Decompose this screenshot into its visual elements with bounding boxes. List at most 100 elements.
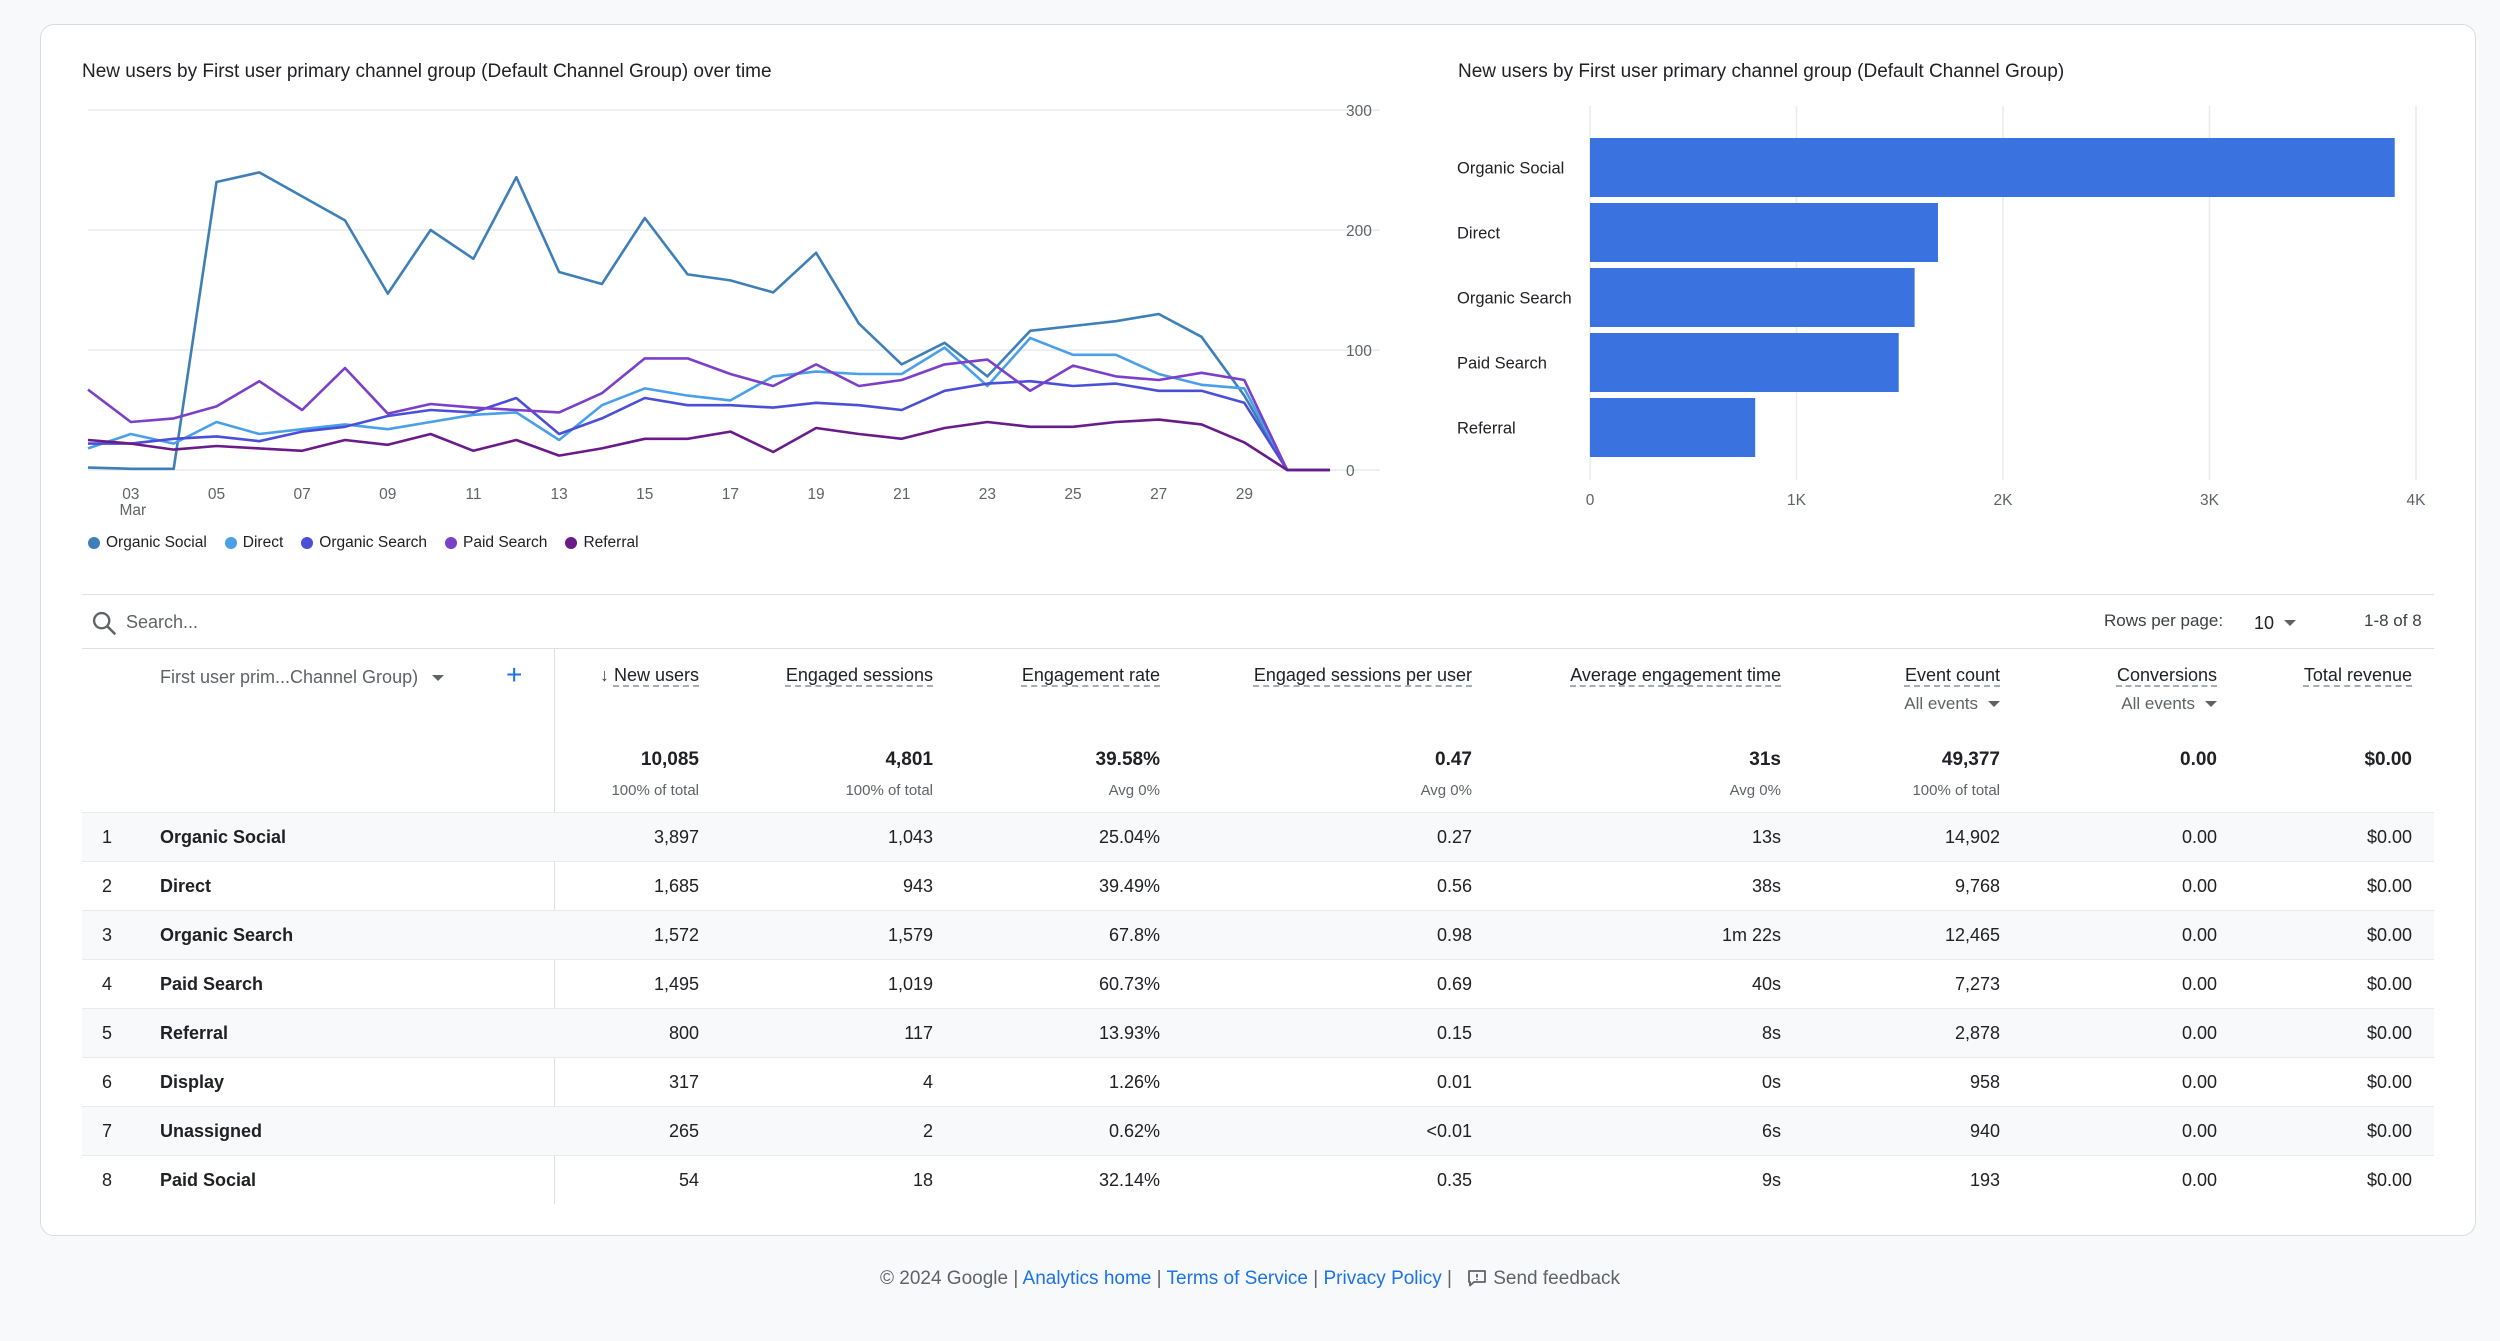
x-tick-label: 03 [122,486,139,503]
rows-per-page-value: 10 [2254,612,2275,633]
bar-chart-title: New users by First user primary channel … [1458,61,2065,82]
row-index: 8 [102,1170,113,1190]
x-tick-label: 17 [722,486,739,503]
legend-item[interactable]: Organic Social [88,534,207,552]
data-table: First user prim...Channel Group) + ↓ New… [82,649,2434,1204]
table-row[interactable]: 4 Paid Search 1,495 1,019 60.73% 0.69 40s 7,273… [82,959,2434,1008]
column-header[interactable]: Engaged sessions per user [1254,665,1472,686]
table-cell: 40s [1751,974,1781,994]
line-chart-title: New users by First user primary channel … [82,61,772,82]
total-subtext: Avg 0% [1420,782,1472,799]
total-value: $0.00 [2364,749,2412,770]
row-index: 5 [102,1023,113,1043]
total-value: 39.58% [1095,749,1160,770]
table-cell: $0.00 [2366,1072,2412,1092]
x-tick-label: 07 [294,486,311,503]
table-cell: 2 [922,1121,933,1141]
legend-item[interactable]: Direct [224,534,283,552]
x-tick-label: 27 [1150,486,1167,503]
column-header[interactable]: ↓ New users [600,665,699,686]
table-cell: 0.00 [2181,876,2217,896]
x-tick-label: 1K [1787,492,1807,509]
table-cell: 958 [1969,1072,2000,1092]
bar-organic-search [1590,268,1915,327]
table-cell: 0.00 [2181,974,2217,994]
column-header[interactable]: Engaged sessions [786,665,933,686]
event-filter-dropdown[interactable]: All events [1904,694,2000,714]
event-filter-dropdown[interactable]: All events [2117,694,2217,714]
table-cell: 0s [1761,1072,1781,1092]
table-cell: 3,897 [653,827,699,847]
analytics-home-link[interactable]: Analytics home [1022,1268,1152,1289]
table-cell: 940 [1969,1121,2000,1141]
table-cell: 12,465 [1944,925,2000,945]
table-cell: 1m 22s [1721,925,1781,945]
table-cell: 14,902 [1944,827,2000,847]
bar-chart: 0 1K 2K 3K 4K Organic Social Direct Organic Sea… [1457,106,2427,509]
legend-item[interactable]: Organic Search [301,534,427,552]
table-cell: 1,495 [653,974,699,994]
chevron-down-icon [432,674,445,681]
channel-name: Organic Social [160,827,287,847]
legend-item[interactable]: Referral [565,534,639,552]
footer-separator: | [1156,1268,1162,1289]
bar-organic-social [1590,138,2395,197]
dimension-selector[interactable]: First user prim...Channel Group) [160,667,445,688]
row-index: 2 [102,876,113,896]
table-row[interactable]: 7 Unassigned 265 2 0.62% <0.01 6s 940 0.00 $0.00 [82,1106,2434,1155]
table-cell: 9,768 [1954,876,2000,896]
table-row[interactable]: 8 Paid Social 54 18 32.14% 0.35 9s 193 0.00 $0.00 [82,1155,2434,1204]
table-cell: $0.00 [2366,974,2412,994]
table-cell: 0.01 [1436,1072,1472,1092]
column-header[interactable]: Total revenue [2304,665,2412,686]
table-cell: 0.00 [2181,827,2217,847]
channel-name: Direct [160,876,212,896]
column-header[interactable]: Conversions All events [2117,665,2217,714]
table-cell: 39.49% [1098,876,1160,896]
x-tick-label: 13 [550,486,567,503]
table-row[interactable]: 5 Referral 800 117 13.93% 0.15 8s 2,878 0.00 $0.0… [82,1008,2434,1057]
pagination-text: 1-8 of 8 [2364,611,2422,630]
x-tick-label: 2K [1994,492,2014,509]
x-tick-label: 0 [1586,492,1595,509]
rows-per-page-select[interactable]: 10 [2254,607,2297,639]
table-cell: 6s [1761,1121,1781,1141]
event-filter-label: All events [1904,694,1978,713]
line-chart: 300 200 100 0 03 05 07 09 11 13 15 17 19 21 23 25 27 29 Ma… [87,103,1380,519]
column-header[interactable]: Average engagement time [1570,665,1781,686]
legend-dot [88,537,100,549]
y-tick-label: 200 [1346,223,1372,240]
x-tick-label: 21 [893,486,910,503]
column-header-label: Conversions [2116,665,2217,685]
x-tick-label: 4K [2407,492,2427,509]
column-header[interactable]: Event count All events [1904,665,2000,714]
column-header-label: Total revenue [2303,665,2412,685]
legend-label: Referral [583,534,639,551]
footer-separator: | [1313,1268,1319,1289]
table-cell: 0.00 [2181,1170,2217,1190]
total-value: 10,085 [640,749,699,770]
x-tick-label: 05 [208,486,225,503]
row-index: 1 [102,827,113,847]
terms-link[interactable]: Terms of Service [1166,1268,1308,1289]
series-line-organic-social [87,171,1330,472]
send-feedback-button[interactable]: Send feedback [1457,1268,1620,1289]
privacy-link[interactable]: Privacy Policy [1323,1268,1442,1289]
table-cell: 8s [1761,1023,1781,1043]
column-header[interactable]: Engagement rate [1022,665,1160,686]
table-row[interactable]: 3 Organic Search 1,572 1,579 67.8% 0.98 1m 22s… [82,910,2434,959]
table-row[interactable]: 2 Direct 1,685 943 39.49% 0.56 38s 9,768 0.00 $0.… [82,861,2434,910]
table-cell: 1.26% [1108,1072,1160,1092]
add-dimension-button[interactable]: + [506,659,523,690]
table-cell: 0.00 [2181,925,2217,945]
table-cell: 0.15 [1436,1023,1472,1043]
search-input[interactable] [126,605,926,639]
page-footer: © 2024 Google | Analytics home | Terms o… [0,1268,2500,1290]
column-header-label: Average engagement time [1570,665,1781,685]
table-row[interactable]: 1 Organic Social 3,897 1,043 25.04% 0.27 13s 14… [82,812,2434,861]
legend-label: Paid Search [462,534,548,551]
legend-item[interactable]: Paid Search [444,534,548,552]
rows-per-page-label: Rows per page: [2104,611,2224,630]
y-tick-label: 100 [1346,343,1372,360]
table-row[interactable]: 6 Display 317 4 1.26% 0.01 0s 958 0.00 $0.00 [82,1057,2434,1106]
